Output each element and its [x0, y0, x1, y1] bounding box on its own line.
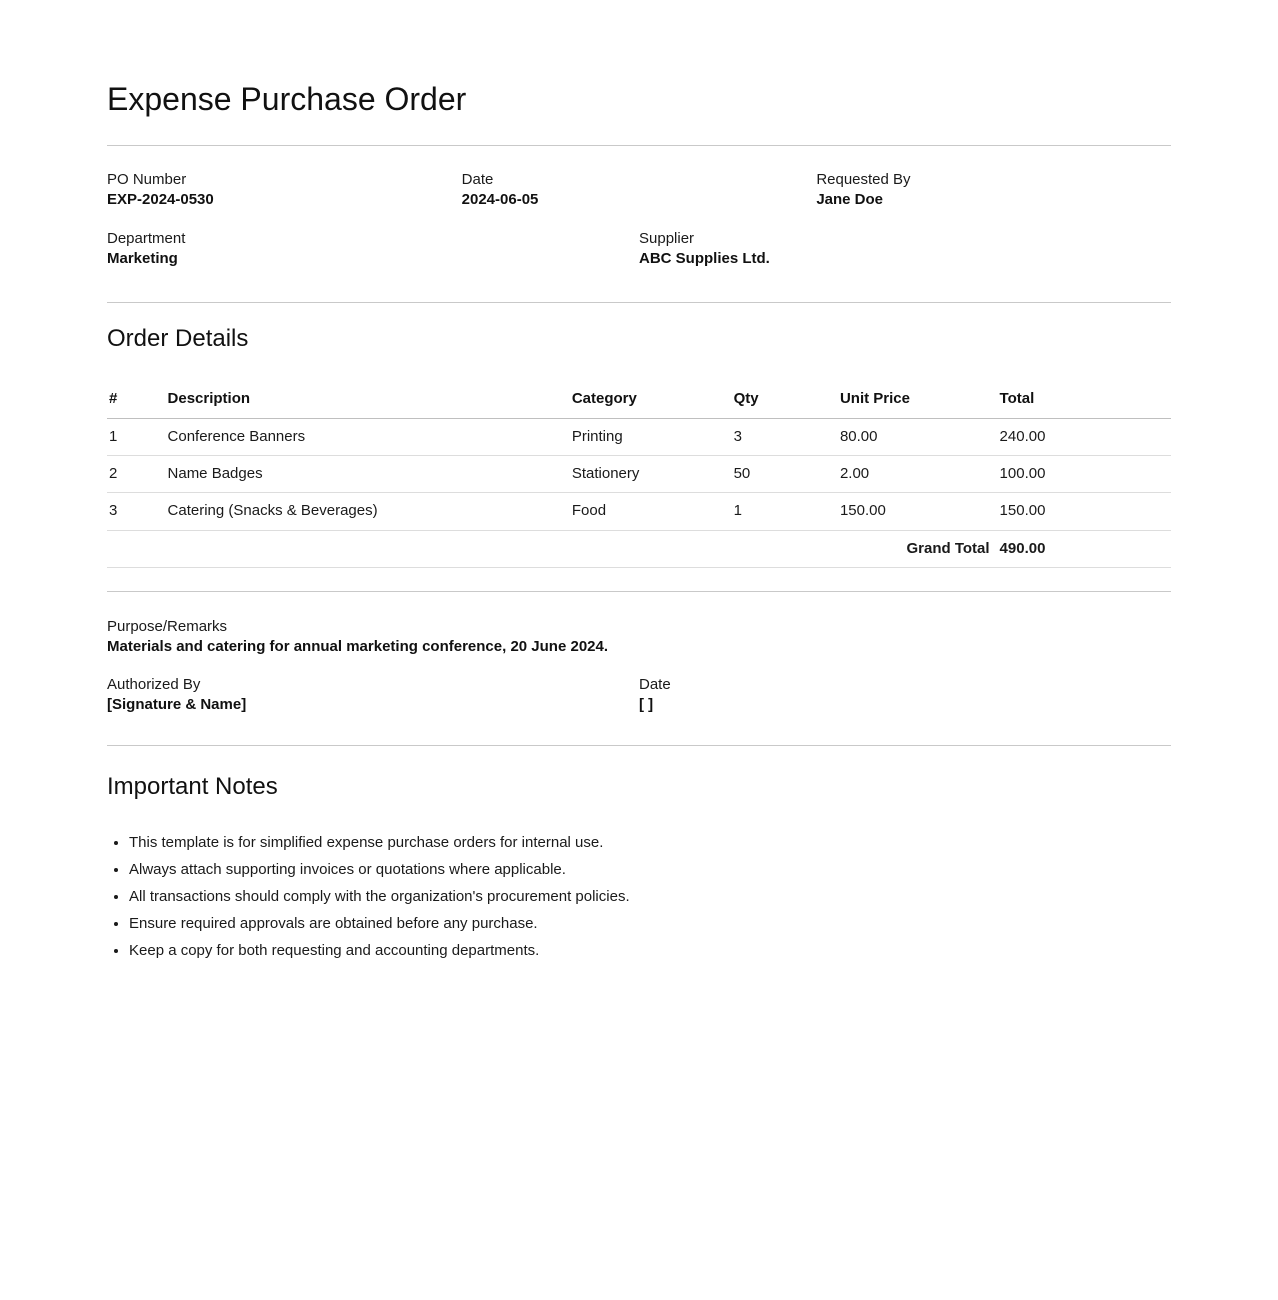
cell-number: 2: [107, 455, 166, 494]
grand-total-value: 490.00: [997, 530, 1171, 568]
supplier-value: ABC Supplies Ltd.: [639, 250, 770, 268]
order-details-section: Order Details # Description Category Qty…: [107, 323, 1171, 568]
field-date: Date 2024-06-05: [462, 170, 817, 210]
list-item: Ensure required approvals are obtained b…: [129, 914, 1171, 934]
cell-description: Conference Banners: [165, 418, 570, 457]
cell-qty: 1: [731, 492, 838, 531]
field-row-1: PO Number EXP-2024-0530 Date 2024-06-05 …: [107, 170, 1171, 210]
department-value: Marketing: [107, 250, 178, 268]
cell-total: 150.00: [997, 492, 1171, 531]
list-item: All transactions should comply with the …: [129, 887, 1171, 907]
table-row: 1 Conference Banners Printing 3 80.00 24…: [107, 418, 1171, 457]
field-purpose-remarks: Purpose/Remarks Materials and catering f…: [107, 617, 1171, 657]
order-details-heading: Order Details: [107, 325, 249, 353]
notes-list: This template is for simplified expense …: [107, 833, 1171, 961]
col-header-category: Category: [569, 380, 732, 419]
field-authorization-date: Date [ ]: [639, 675, 1171, 715]
col-header-qty: Qty: [731, 380, 838, 419]
cell-category: Food: [569, 492, 732, 531]
supplier-label: Supplier: [639, 230, 695, 248]
table-row: 2 Name Badges Stationery 50 2.00 100.00: [107, 455, 1171, 494]
purpose-remarks-value: Materials and catering for annual market…: [107, 637, 609, 655]
field-department: Department Marketing: [107, 229, 639, 269]
notes-section: Important Notes This template is for sim…: [107, 771, 1171, 961]
col-header-unit-price: Unit Price: [837, 380, 998, 419]
authorized-by-value: [Signature & Name]: [107, 695, 247, 713]
department-label: Department: [107, 230, 186, 248]
field-row-2: Department Marketing Supplier ABC Suppli…: [107, 229, 1171, 269]
field-authorized-by: Authorized By [Signature & Name]: [107, 675, 639, 715]
requested-by-label: Requested By: [816, 171, 911, 189]
cell-unit-price: 2.00: [837, 455, 998, 494]
cell-total: 100.00: [997, 455, 1171, 494]
col-header-number: #: [107, 380, 166, 419]
authorization-row: Authorized By [Signature & Name] Date [ …: [107, 675, 1171, 715]
divider-after-table: [107, 590, 1171, 592]
cell-category: Stationery: [569, 455, 732, 494]
table-row: 3 Catering (Snacks & Beverages) Food 1 1…: [107, 492, 1171, 531]
col-header-description: Description: [165, 380, 570, 419]
header-fields: PO Number EXP-2024-0530 Date 2024-06-05 …: [107, 146, 1171, 302]
field-po-number: PO Number EXP-2024-0530: [107, 170, 462, 210]
divider-above-order-details: [107, 302, 1171, 304]
purchase-order-document: Expense Purchase Order PO Number EXP-202…: [107, 0, 1171, 1029]
po-number-value: EXP-2024-0530: [107, 191, 214, 209]
cell-unit-price: 80.00: [837, 418, 998, 457]
table-header-row: # Description Category Qty Unit Price To…: [107, 380, 1171, 419]
list-item: Keep a copy for both requesting and acco…: [129, 941, 1171, 961]
cell-number: 1: [107, 418, 166, 457]
list-item: This template is for simplified expense …: [129, 833, 1171, 853]
grand-total-label: Grand Total: [107, 530, 998, 568]
date-value: 2024-06-05: [461, 191, 539, 209]
page-title: Expense Purchase Order: [107, 81, 467, 117]
grand-total-row: Grand Total 490.00: [107, 530, 1171, 568]
remarks-authorization-section: Purpose/Remarks Materials and catering f…: [107, 592, 1171, 745]
divider-under-title: [107, 145, 1171, 147]
date-label: Date: [461, 171, 494, 189]
cell-description: Catering (Snacks & Beverages): [165, 492, 570, 531]
authorization-date-value: [ ]: [639, 695, 654, 713]
cell-total: 240.00: [997, 418, 1171, 457]
field-supplier: Supplier ABC Supplies Ltd.: [639, 229, 1171, 269]
order-items-table: # Description Category Qty Unit Price To…: [107, 380, 1171, 568]
field-requested-by: Requested By Jane Doe: [816, 170, 1171, 210]
divider-above-notes: [107, 744, 1171, 746]
cell-qty: 3: [731, 418, 838, 457]
cell-category: Printing: [569, 418, 732, 457]
list-item: Always attach supporting invoices or quo…: [129, 860, 1171, 880]
col-header-total: Total: [997, 380, 1171, 419]
authorization-date-label: Date: [639, 675, 671, 693]
cell-number: 3: [107, 492, 166, 531]
requested-by-value: Jane Doe: [816, 191, 884, 209]
cell-description: Name Badges: [165, 455, 570, 494]
cell-qty: 50: [731, 455, 838, 494]
important-notes-heading: Important Notes: [107, 772, 278, 800]
purpose-remarks-label: Purpose/Remarks: [107, 617, 228, 635]
cell-unit-price: 150.00: [837, 492, 998, 531]
po-number-label: PO Number: [107, 171, 187, 189]
authorized-by-label: Authorized By: [107, 675, 201, 693]
